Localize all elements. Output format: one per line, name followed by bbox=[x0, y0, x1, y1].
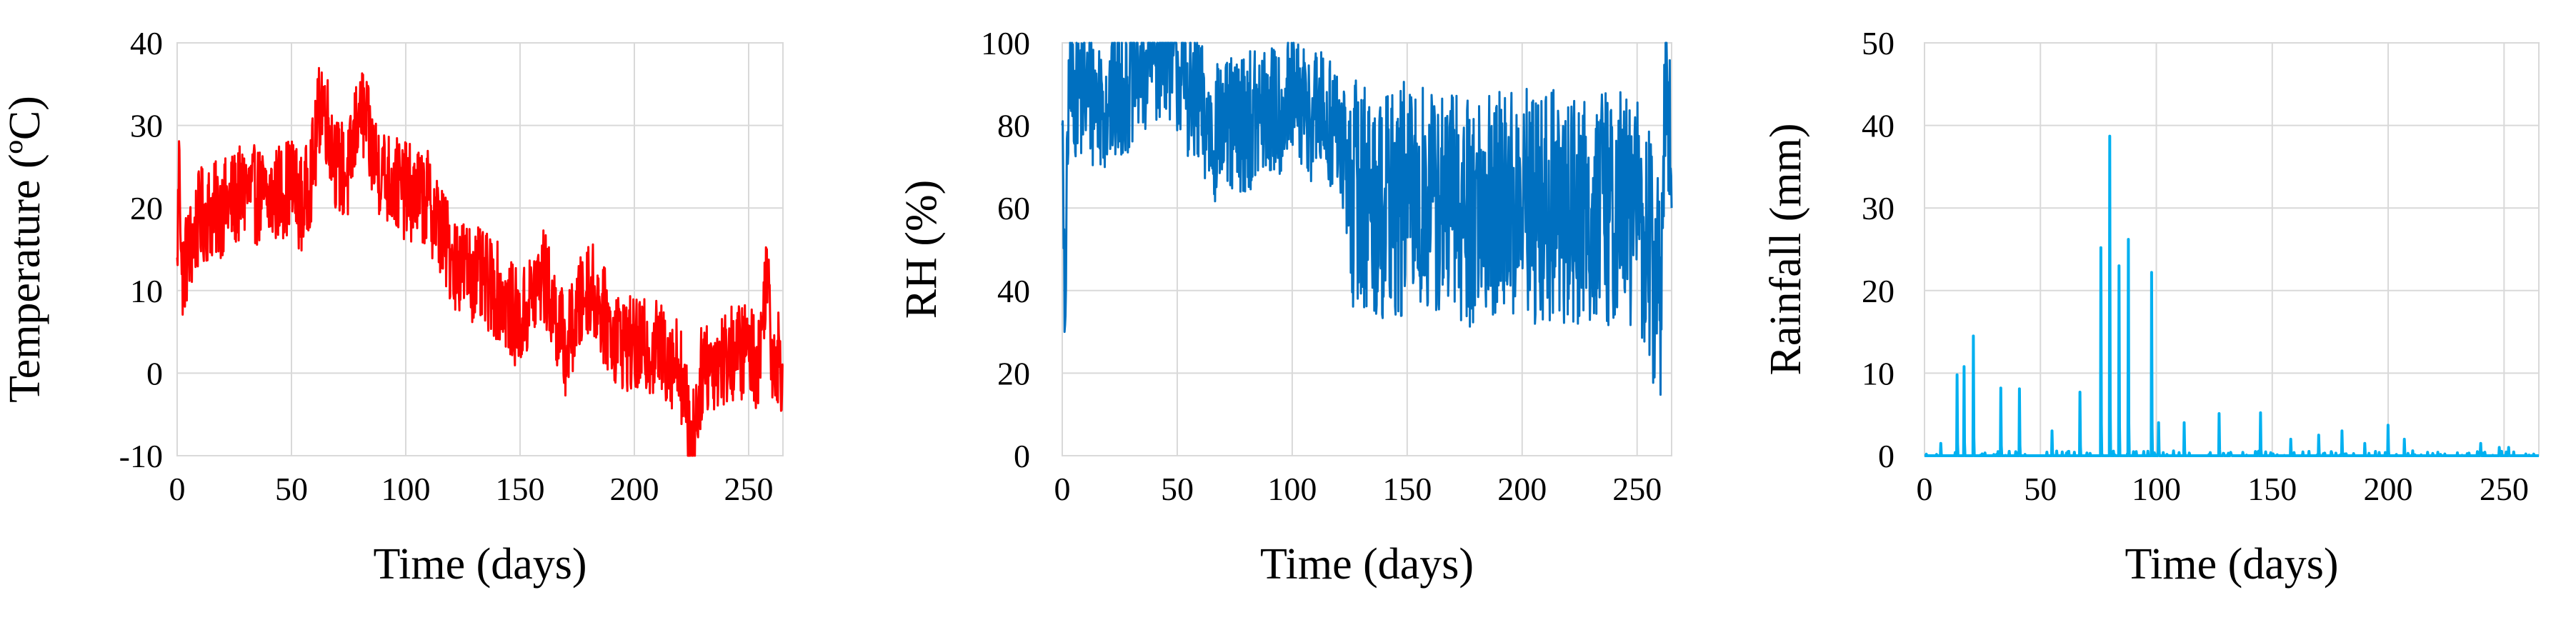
y-tick-label: 30 bbox=[130, 108, 163, 144]
x-tick-label: 50 bbox=[2024, 471, 2057, 507]
y-tick-label: 40 bbox=[130, 25, 163, 61]
y-tick-label: 20 bbox=[1862, 273, 1894, 309]
y-tick-label: 100 bbox=[981, 25, 1030, 61]
chart-panel-2: 0 50 100 150 200 250 0 20 40 60 80 100 Time (days) RH… bbox=[897, 25, 1673, 589]
x-axis-title: Time (days) bbox=[1260, 540, 1474, 589]
series-line bbox=[176, 66, 784, 457]
y-tick-label: 10 bbox=[130, 273, 163, 309]
y-tick-label: 20 bbox=[997, 355, 1030, 391]
x-tick-label: 200 bbox=[610, 471, 659, 507]
series-line bbox=[1061, 41, 1673, 396]
x-tick-label: 150 bbox=[1382, 471, 1432, 507]
plot-area-border bbox=[1062, 42, 1672, 456]
y-tick-label: 0 bbox=[146, 355, 163, 391]
y-tick-label: 50 bbox=[1862, 25, 1894, 61]
x-tick-label: 0 bbox=[169, 471, 186, 507]
x-tick-label: 100 bbox=[381, 471, 431, 507]
y-tick-label: 0 bbox=[1014, 438, 1030, 474]
x-tick-label: 150 bbox=[496, 471, 545, 507]
y-tick-label: 0 bbox=[1878, 438, 1894, 474]
y-tick-label: 40 bbox=[997, 273, 1030, 309]
y-axis-title: Rainfall (mm) bbox=[1762, 124, 1810, 376]
y-tick-label: 10 bbox=[1862, 355, 1894, 391]
plot-area-border bbox=[1924, 42, 2540, 456]
y-tick-label: 30 bbox=[1862, 190, 1894, 226]
y-tick-label: 60 bbox=[997, 190, 1030, 226]
x-tick-label: 50 bbox=[1161, 471, 1194, 507]
x-tick-label: 100 bbox=[2132, 471, 2181, 507]
x-tick-label: 250 bbox=[724, 471, 774, 507]
y-tick-label: 40 bbox=[1862, 108, 1894, 144]
y-axis-title: RH (%) bbox=[897, 180, 946, 319]
y-tick-label: 20 bbox=[130, 190, 163, 226]
x-tick-label: 50 bbox=[275, 471, 308, 507]
x-tick-label: 200 bbox=[1497, 471, 1547, 507]
x-tick-label: 250 bbox=[1612, 471, 1662, 507]
x-tick-label: 150 bbox=[2247, 471, 2297, 507]
x-axis-title: Time (days) bbox=[373, 540, 586, 589]
series-line bbox=[1923, 134, 2540, 457]
x-tick-label: 100 bbox=[1267, 471, 1317, 507]
x-tick-label: 250 bbox=[2480, 471, 2529, 507]
x-tick-label: 0 bbox=[1917, 471, 1933, 507]
y-tick-label: 80 bbox=[997, 108, 1030, 144]
x-tick-label: 200 bbox=[2364, 471, 2413, 507]
x-tick-label: 0 bbox=[1054, 471, 1071, 507]
y-tick-label: -10 bbox=[119, 438, 163, 474]
chart-panel-3: 0 50 100 150 200 250 0 10 20 30 40 50 Time (days) Rai… bbox=[1762, 25, 2540, 589]
x-axis-title: Time (days) bbox=[2125, 540, 2338, 589]
y-axis-title: Temperature (ºC) bbox=[1, 96, 49, 403]
